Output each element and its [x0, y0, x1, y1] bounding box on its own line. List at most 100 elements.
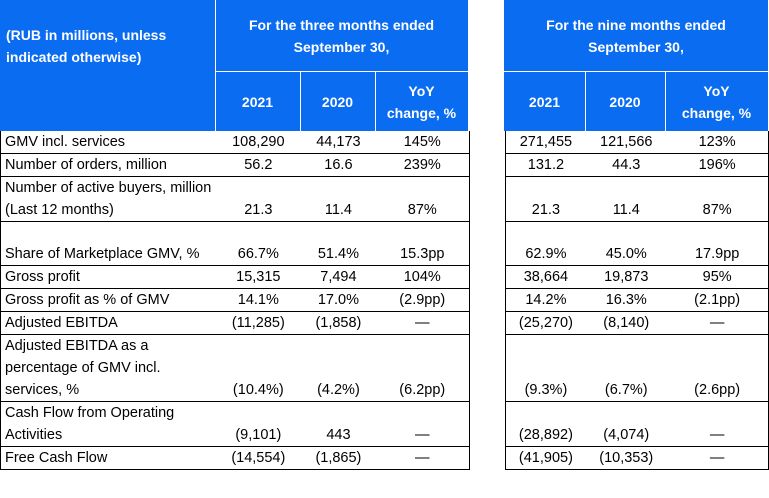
three-months-yoy-value: — — [375, 311, 470, 335]
col-label-yoy: YoY change, % — [386, 82, 457, 121]
table-row: Adjusted EBITDA (11,285) (1,858) — (25,270)(… — [0, 311, 769, 335]
three-months-2021-value: 108,290 — [215, 131, 301, 154]
nine-months-2020-value: 45.0% — [586, 221, 667, 266]
three-months-yoy-value: (2.9pp) — [375, 288, 470, 312]
column-gap — [469, 312, 505, 335]
nine-months-title: For the nine months ended September 30, — [546, 17, 726, 55]
row-label: Number of active buyers, million (Last 1… — [0, 176, 216, 222]
header-divider — [585, 72, 586, 131]
nine-months-header: For the nine months ended September 30, — [504, 0, 768, 72]
three-months-yoy-value: — — [375, 401, 470, 447]
nine-months-yoy-value: 123% — [666, 131, 769, 154]
nine-months-2021-value: (25,270) — [504, 311, 587, 335]
nine-months-yoy-value: 196% — [666, 153, 769, 177]
nine-months-yoy-value: — — [666, 401, 769, 447]
row-label: Share of Marketplace GMV, % — [0, 221, 216, 266]
row-label: Adjusted EBITDA — [0, 311, 216, 335]
three-months-2020-value: 17.0% — [300, 288, 376, 312]
three-months-2020-value: 7,494 — [300, 265, 376, 289]
nine-months-2021-value: 131.2 — [504, 153, 587, 177]
col-label-2020: 2020 — [321, 93, 354, 110]
nine-months-2020-value: (8,140) — [586, 311, 667, 335]
three-months-col-yoy: YoY change, % — [375, 72, 468, 131]
three-months-2020-value: (1,865) — [300, 446, 376, 470]
nine-months-2021-value: 14.2% — [504, 288, 587, 312]
column-gap — [469, 154, 505, 177]
nine-months-2020-value: 19,873 — [586, 265, 667, 289]
three-months-yoy-value: 15.3pp — [375, 221, 470, 266]
three-months-yoy-value: 104% — [375, 265, 470, 289]
row-label: Free Cash Flow — [0, 446, 216, 470]
table-row: Cash Flow from Operating Activities (9,10… — [0, 401, 769, 447]
three-months-2020-value: 443 — [300, 401, 376, 447]
table-row: Free Cash Flow (14,554) (1,865) — (41,905) (1… — [0, 446, 769, 470]
nine-months-2021-value: (28,892) — [504, 401, 587, 447]
nine-months-yoy-value: — — [666, 446, 769, 470]
unit-note: (RUB in millions, unless indicated other… — [6, 27, 167, 65]
three-months-2021-value: 56.2 — [215, 153, 301, 177]
nine-months-yoy-value: (2.1pp) — [666, 288, 769, 312]
three-months-yoy-value: — — [375, 446, 470, 470]
three-months-2021-value: 14.1% — [215, 288, 301, 312]
nine-months-2021-value: (9.3%) — [504, 334, 587, 402]
three-months-2021-value: (9,101) — [215, 401, 301, 447]
nine-months-2020-value: (4,074) — [586, 401, 667, 447]
column-gap — [469, 447, 505, 470]
nine-months-yoy-value: 87% — [666, 176, 769, 222]
header-divider — [215, 71, 468, 72]
col-label-2021: 2021 — [241, 93, 274, 110]
nine-months-2021-value: 62.9% — [504, 221, 587, 266]
table-row: Share of Marketplace GMV, % 66.7% 51.4% 15.… — [0, 221, 769, 266]
three-months-2020-value: 11.4 — [300, 176, 376, 222]
three-months-col-2021: 2021 — [215, 72, 300, 131]
table-row: GMV incl. services 108,290 44,173 145% 271,4… — [0, 131, 769, 154]
nine-months-2020-value: 16.3% — [586, 288, 667, 312]
row-label: Gross profit — [0, 265, 216, 289]
nine-months-2020-value: 121,566 — [586, 131, 667, 154]
three-months-yoy-value: 145% — [375, 131, 470, 154]
header-divider — [665, 72, 666, 131]
three-months-col-2020: 2020 — [300, 72, 375, 131]
three-months-2021-value: 21.3 — [215, 176, 301, 222]
col-label-2020: 2020 — [609, 93, 641, 110]
three-months-2020-value: 44,173 — [300, 131, 376, 154]
three-months-2021-value: (14,554) — [215, 446, 301, 470]
nine-months-yoy-value: 95% — [666, 265, 769, 289]
table-row: Number of orders, million 56.2 16.6 239% 131… — [0, 153, 769, 177]
three-months-2020-value: (4.2%) — [300, 334, 376, 402]
header-divider — [215, 0, 216, 131]
nine-months-2020-value: (10,353) — [586, 446, 667, 470]
column-gap — [469, 222, 505, 266]
nine-months-2020-value: (6.7%) — [586, 334, 667, 402]
header-divider — [504, 71, 768, 72]
column-gap — [469, 131, 505, 154]
nine-months-yoy-value: (2.6pp) — [666, 334, 769, 402]
header-divider — [375, 72, 376, 131]
table-row: Number of active buyers, million (Last 1… — [0, 176, 769, 222]
col-label-yoy: YoY change, % — [681, 82, 752, 121]
column-gap — [469, 266, 505, 289]
table-row: Gross profit 15,315 7,494 104% 38,664 19,873 9… — [0, 265, 769, 289]
row-label: Cash Flow from Operating Activities — [0, 401, 216, 447]
three-months-2020-value: (1,858) — [300, 311, 376, 335]
three-months-2021-value: 66.7% — [215, 221, 301, 266]
table-row: Gross profit as % of GMV 14.1% 17.0% (2.9pp… — [0, 288, 769, 312]
col-label-2021: 2021 — [528, 93, 561, 110]
nine-months-yoy-value: — — [666, 311, 769, 335]
row-label: Adjusted EBITDA as a percentage of GMV i… — [0, 334, 216, 402]
three-months-2021-value: (11,285) — [215, 311, 301, 335]
three-months-2021-value: (10.4%) — [215, 334, 301, 402]
column-gap — [469, 289, 505, 312]
nine-months-2021-value: 21.3 — [504, 176, 587, 222]
nine-months-2021-value: 271,455 — [504, 131, 587, 154]
column-gap — [469, 402, 505, 447]
table-row: Adjusted EBITDA as a percentage of GMV i… — [0, 334, 769, 402]
nine-months-2020-value: 44.3 — [586, 153, 667, 177]
three-months-yoy-value: (6.2pp) — [375, 334, 470, 402]
data-table: GMV incl. services 108,290 44,173 145% 271,4… — [0, 131, 769, 470]
nine-months-yoy-value: 17.9pp — [666, 221, 769, 266]
three-months-yoy-value: 239% — [375, 153, 470, 177]
three-months-2021-value: 15,315 — [215, 265, 301, 289]
column-gap — [469, 335, 505, 402]
